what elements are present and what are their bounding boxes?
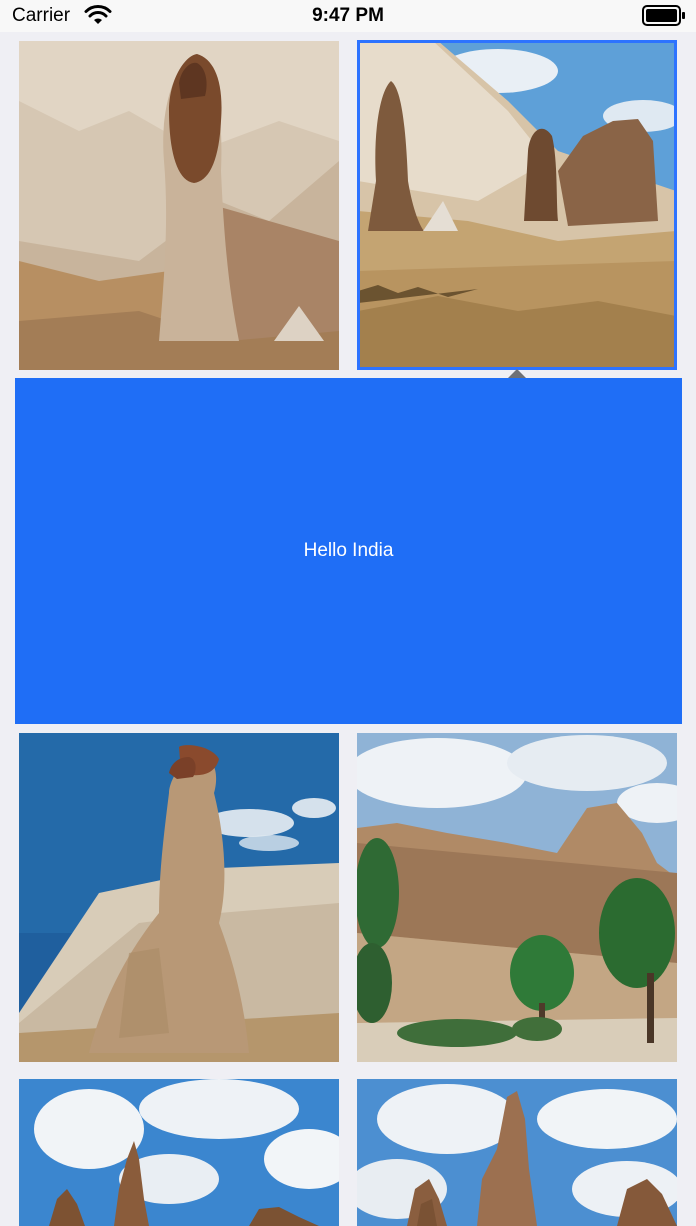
photo-cliff-village <box>357 733 677 1062</box>
photo-rock-spires <box>19 1079 339 1226</box>
popover-arrow <box>508 369 526 378</box>
photo-fairy-chimney-sky <box>19 733 339 1062</box>
popover[interactable]: Hello India <box>15 378 682 724</box>
wifi-icon <box>84 5 112 24</box>
photo-rock-pillar <box>19 41 339 370</box>
photo-cell-cliff-village[interactable] <box>357 733 677 1062</box>
photo-cell-rock-pillar[interactable] <box>19 41 339 370</box>
status-time: 9:47 PM <box>312 5 384 26</box>
photo-cell-fairy-chimney-sky[interactable] <box>19 733 339 1062</box>
popover-label: Hello India <box>303 540 394 561</box>
battery-icon <box>642 5 685 26</box>
photo-cell-rock-formations[interactable] <box>357 40 677 370</box>
photo-rock-formations <box>358 41 676 369</box>
photo-cell-rock-spires[interactable] <box>19 1079 339 1226</box>
photo-cell-fairy-chimney-clouds[interactable] <box>357 1079 677 1226</box>
status-bar: Carrier 9:47 PM <box>0 0 696 32</box>
carrier-label: Carrier <box>12 5 71 26</box>
photo-fairy-chimney-clouds <box>357 1079 677 1226</box>
